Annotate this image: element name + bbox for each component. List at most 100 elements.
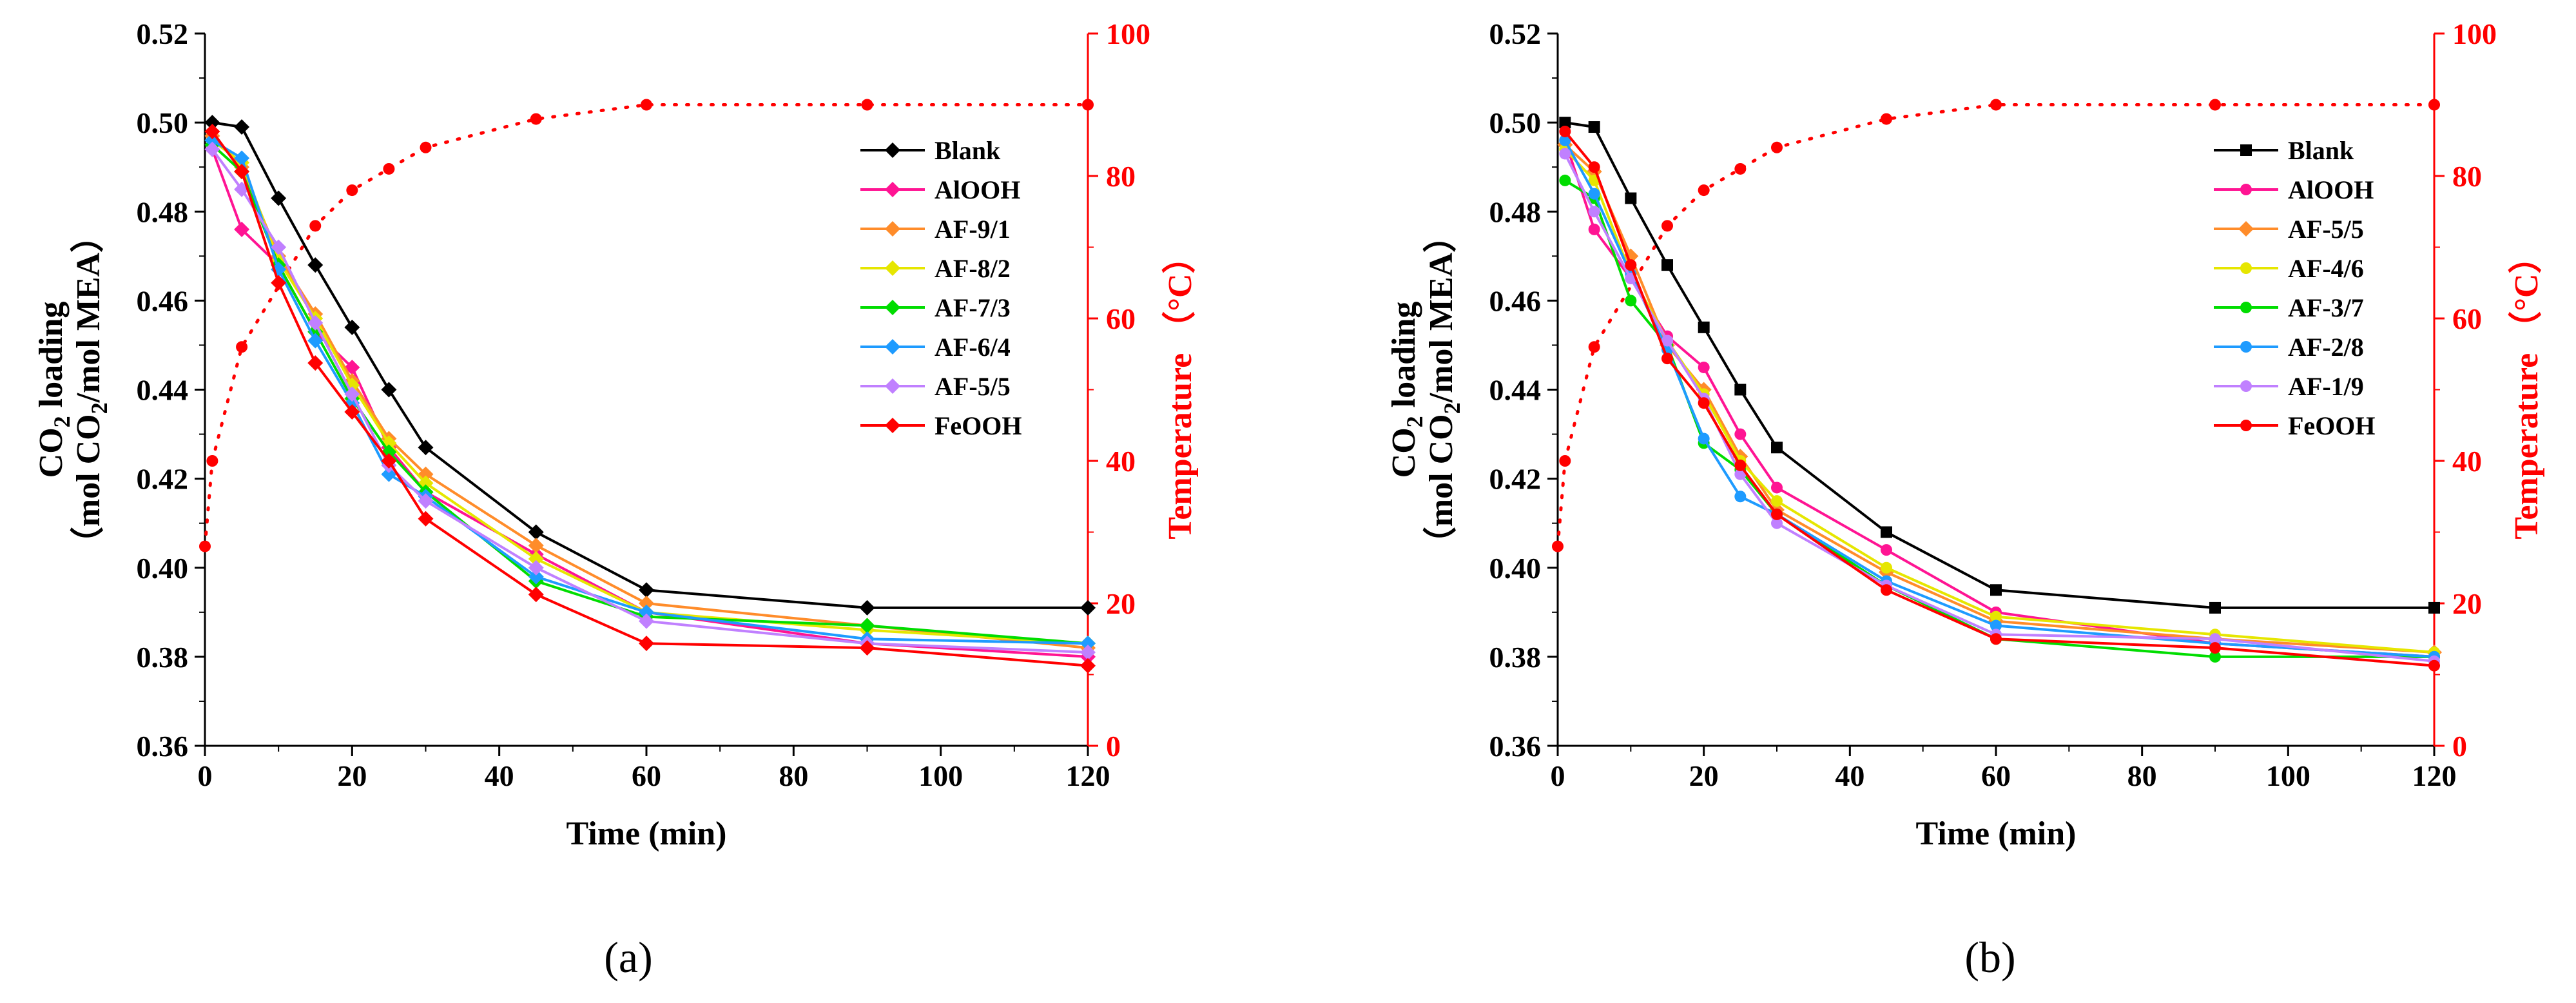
temperature-point [1734,162,1747,175]
data-point [1734,384,1747,396]
y-tick-label: 0.50 [1489,106,1542,139]
data-point [1734,428,1747,440]
data-point [1588,121,1600,133]
y-axis-title-loading: loading [1386,302,1422,416]
legend-marker [885,260,900,276]
legend-entry: AF-6/4 [860,333,1011,362]
temperature-point [641,99,652,111]
data-point [1881,544,1892,556]
legend-marker [2240,380,2252,392]
data-point [1080,599,1096,616]
x-tick-label: 20 [337,759,367,792]
temperature-point [1588,341,1600,353]
y-axis-title-unit-sub: 2 [1439,402,1465,414]
data-point [307,257,324,273]
y-axis-title-loading: loading [33,302,70,416]
y2-axis-title: Temperature （°C） [2508,240,2545,539]
y-axis-title-line1: CO2 loading [33,302,75,478]
x-tick-label: 60 [632,759,661,792]
y-tick-label: 0.48 [1489,195,1542,228]
y2-tick-label: 60 [1106,302,1136,335]
data-point [859,599,875,616]
data-point [2209,601,2221,614]
temperature-point [1698,184,1710,197]
data-point [204,141,220,157]
data-point [639,582,654,598]
y-axis-title-unit-end: /mol MEA） [1422,219,1460,404]
y2-axis-title: Temperature （°C） [1161,240,1199,539]
temperature-point [1881,113,1892,125]
temperature-line [203,103,1090,549]
x-tick-label: 100 [918,759,963,792]
data-point [204,123,220,139]
data-point [859,640,875,656]
temperature-point [1771,141,1783,153]
legend-entry: FeOOH [2214,411,2376,440]
data-point [1588,188,1600,200]
legend-label: FeOOH [2288,411,2376,440]
y2-tick-label: 0 [2452,730,2467,763]
data-point [1559,125,1571,137]
temperature-point [383,162,395,175]
data-point [234,150,250,166]
data-point [1881,526,1892,538]
chart-panel-a: 0 20 40 60 80 100 1200.360.380.400.420.440.460… [33,17,1199,982]
legend-marker [2240,262,2252,274]
temperature-point [199,540,211,552]
data-point [234,164,250,180]
data-point [1559,117,1571,129]
x-tick-label: 0 [1551,759,1565,792]
data-point [204,115,220,131]
y-axis-title-line1: CO2 loading [1386,302,1428,478]
data-point [1771,508,1783,520]
y-axis-title-sub: 2 [1402,416,1428,427]
legend-marker [885,339,900,355]
data-point [528,550,544,567]
legend-label: AF-5/5 [935,372,1011,401]
data-point [234,221,250,237]
data-point [1080,644,1096,660]
y-tick-label: 0.36 [137,730,189,763]
data-point [1771,482,1783,494]
data-point [1698,397,1710,409]
y-tick-label: 0.44 [1489,374,1542,407]
legend-entry: AF-9/1 [860,215,1011,244]
y2-tick-label: 20 [2452,587,2482,620]
y-tick-label: 0.46 [137,284,189,317]
y-axis-title-line2: （mol CO2/mol MEA） [1422,219,1465,560]
x-tick-label: 100 [2266,759,2310,792]
data-point [1559,148,1571,160]
legend-label: AF-2/8 [2288,333,2364,362]
data-point [418,511,434,527]
x-tick-label: 80 [2127,759,2157,792]
data-point [1990,619,2002,632]
y2-tick-label: 20 [1106,587,1136,620]
panel-label: (a) [604,933,652,982]
temperature-point [530,113,542,125]
data-point [859,618,875,634]
y-tick-label: 0.40 [1489,552,1542,585]
legend-marker [885,221,900,237]
legend-marker [2240,420,2252,431]
y2-tick-label: 100 [1106,17,1150,50]
legend-entry: AlOOH [2214,175,2374,204]
series-blank [1559,117,2440,614]
data-point [1588,161,1600,173]
data-point [639,596,654,611]
temperature-point [420,141,432,153]
y-tick-label: 0.52 [137,17,189,50]
temperature-point [236,341,248,353]
temperature-point [1559,455,1571,467]
temperature-point [1082,99,1094,111]
legend-marker [885,378,900,394]
legend-marker [885,418,900,433]
series-feooh [1559,125,2440,672]
data-point [418,493,434,509]
x-tick-label: 20 [1689,759,1719,792]
data-point [1588,223,1600,235]
y2-tick-label: 80 [2452,160,2482,193]
data-point [1990,633,2002,645]
legend-label: AF-1/9 [2288,372,2364,401]
series-blank [204,115,1096,616]
